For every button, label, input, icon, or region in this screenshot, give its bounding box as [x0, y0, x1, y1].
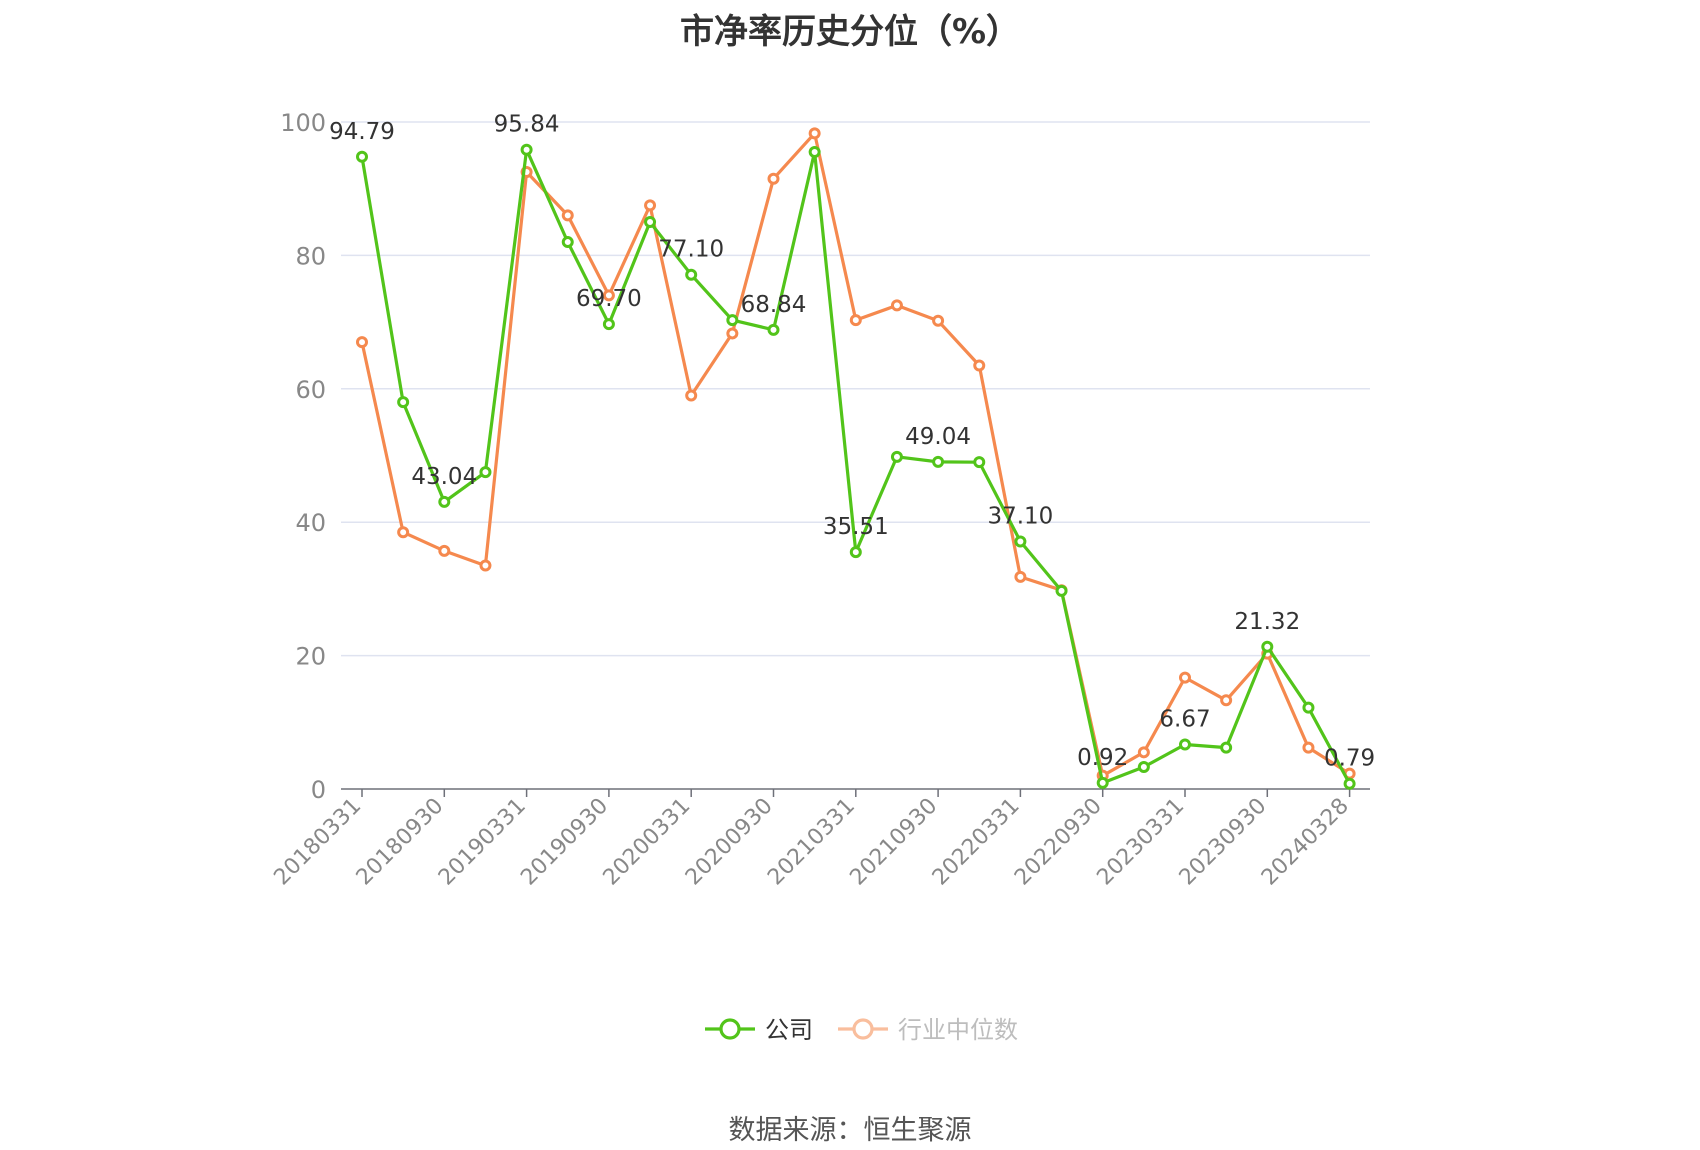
data-point	[767, 323, 780, 336]
x-tick-label: 20220331	[928, 794, 1025, 891]
x-tick-label: 20230930	[1175, 794, 1272, 891]
data-point	[1261, 640, 1274, 653]
x-tick-label: 20200331	[599, 794, 696, 891]
data-point	[479, 559, 492, 572]
data-point	[397, 526, 410, 539]
data-point	[726, 314, 739, 327]
data-label: 21.32	[1234, 609, 1300, 635]
data-point	[685, 389, 698, 402]
data-source-note: 数据来源：恒生聚源	[728, 1115, 972, 1146]
data-point	[808, 127, 821, 140]
data-label: 68.84	[741, 292, 807, 318]
legend-item-industry-median[interactable]: 行业中位数	[838, 1016, 1018, 1044]
data-label: 37.10	[987, 504, 1053, 530]
data-point	[438, 544, 451, 557]
series-line-industry-median	[360, 131, 1351, 778]
y-tick-label: 0	[311, 776, 326, 804]
x-tick-label: 20210331	[763, 794, 860, 891]
data-point	[726, 327, 739, 340]
data-label: 35.51	[823, 514, 889, 540]
data-point	[849, 546, 862, 559]
data-point	[1302, 701, 1315, 714]
data-point	[1179, 738, 1191, 751]
data-point	[1220, 741, 1233, 754]
data-point	[685, 268, 698, 281]
legend[interactable]: 公司 行业中位数	[705, 1016, 1018, 1044]
data-point	[973, 456, 986, 469]
x-tick-label: 20210930	[845, 794, 942, 891]
data-point	[602, 318, 615, 331]
y-tick-label: 40	[295, 509, 326, 537]
legend-item-company[interactable]: 公司	[705, 1016, 813, 1044]
data-point	[849, 314, 862, 327]
data-point	[767, 172, 780, 185]
x-tick-label: 20190331	[434, 794, 531, 891]
data-point	[644, 216, 657, 229]
data-label: 0.92	[1077, 745, 1128, 771]
series-layer	[356, 127, 1356, 790]
data-point	[932, 314, 945, 327]
data-point	[1137, 746, 1150, 759]
data-point	[397, 396, 410, 409]
data-label: 94.79	[329, 119, 395, 145]
legend-label: 行业中位数	[898, 1016, 1018, 1044]
data-label: 43.04	[411, 464, 477, 490]
x-tick-label: 20230331	[1092, 794, 1189, 891]
data-point	[479, 466, 492, 479]
data-label: 69.70	[576, 286, 642, 312]
axis-layer: 0 20 40 60 80 100 2018033120180930201903312019…	[269, 109, 1370, 890]
data-label: 0.79	[1324, 746, 1375, 772]
y-tick-label: 20	[295, 643, 326, 671]
data-point	[602, 289, 615, 302]
data-point	[1096, 776, 1109, 789]
data-point	[1343, 777, 1356, 790]
data-point	[1302, 741, 1315, 754]
data-point	[644, 199, 657, 212]
data-point	[1014, 570, 1027, 583]
y-tick-label: 60	[295, 376, 326, 404]
data-point	[973, 359, 986, 372]
y-tick-label: 100	[280, 109, 326, 137]
data-point	[890, 450, 903, 463]
data-point	[1137, 760, 1150, 773]
data-point	[932, 455, 945, 468]
data-point	[438, 495, 451, 508]
x-tick-label: 20190930	[516, 794, 613, 891]
data-point	[1179, 671, 1191, 684]
x-tick-label: 20240328	[1257, 794, 1354, 891]
x-tick-label: 20200930	[681, 794, 778, 891]
data-point	[356, 150, 368, 163]
data-label: 6.67	[1159, 707, 1210, 733]
data-label: 95.84	[494, 112, 560, 138]
data-point	[356, 336, 368, 349]
series-line-company	[360, 148, 1352, 785]
data-point	[520, 143, 533, 156]
legend-label: 公司	[765, 1016, 813, 1044]
data-label: 77.10	[658, 237, 724, 263]
chart-title: 市净率历史分位（%）	[679, 12, 1021, 52]
data-label: 49.04	[905, 424, 971, 450]
x-tick-label: 20180331	[269, 794, 366, 891]
legend-marker	[719, 1018, 741, 1040]
data-point	[1220, 694, 1233, 707]
data-point	[1014, 535, 1027, 548]
data-point	[1055, 584, 1068, 597]
data-point	[561, 209, 574, 222]
data-point	[890, 299, 903, 312]
x-tick-label: 20180930	[352, 794, 449, 891]
data-label-layer: 94.79 43.04 95.84 69.70 77.10 68.84 35.51 49.04…	[329, 112, 1375, 772]
y-tick-label: 80	[295, 242, 326, 270]
data-point	[808, 146, 821, 159]
x-tick-label: 20220930	[1010, 794, 1107, 891]
data-point	[561, 236, 574, 249]
legend-marker	[852, 1018, 874, 1040]
